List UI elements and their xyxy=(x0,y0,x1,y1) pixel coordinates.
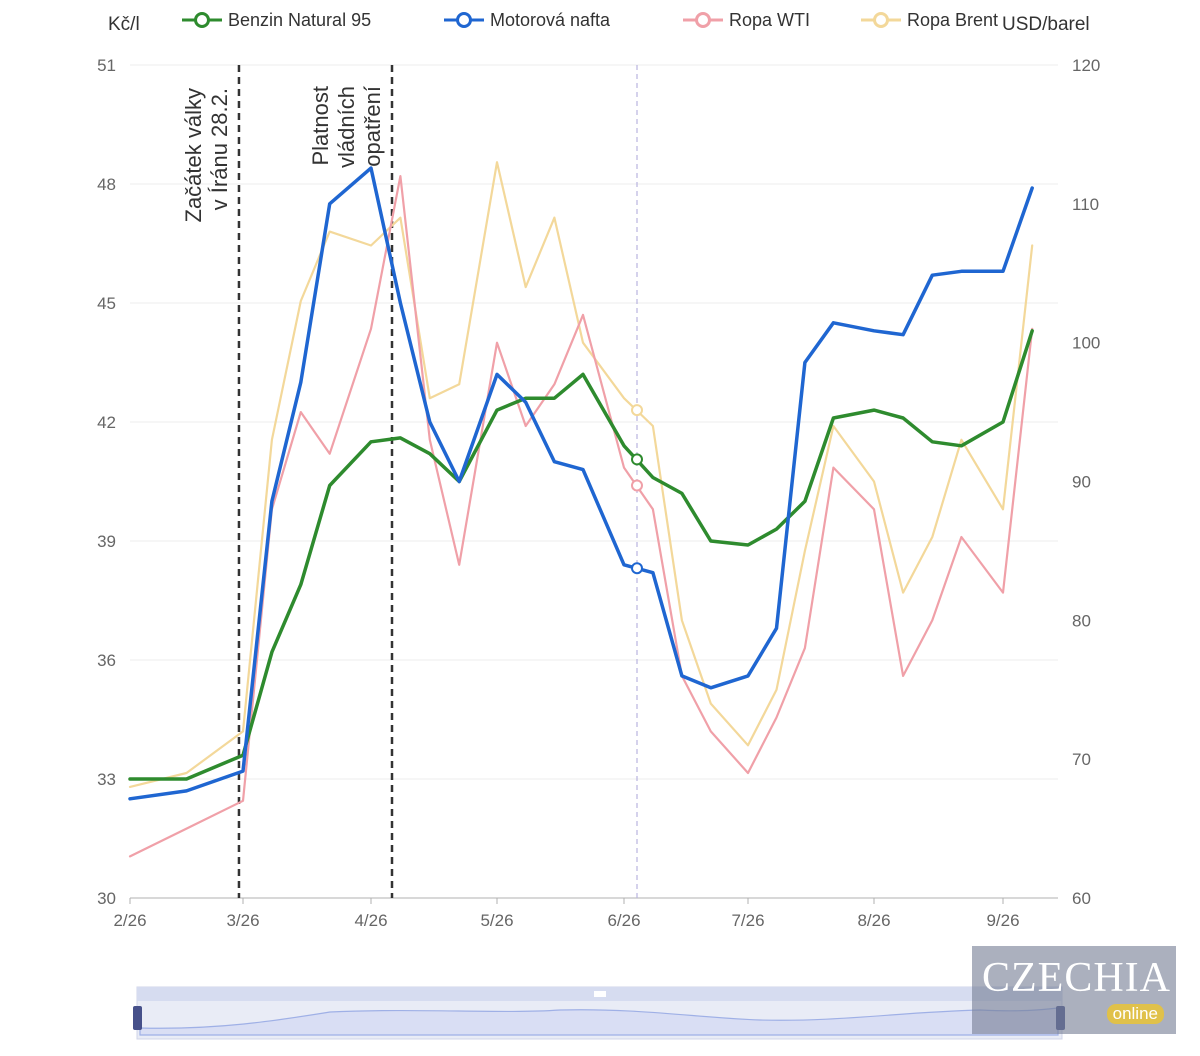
event-annotation-text: v Íránu 28.2. xyxy=(207,88,232,210)
event-annotation-text: vládních xyxy=(334,86,359,168)
left-axis-tick-label: 36 xyxy=(97,651,116,670)
event-annotation-text: Platnost xyxy=(308,86,333,166)
x-axis-tick-label: 7/26 xyxy=(731,911,764,930)
hover-marker xyxy=(631,404,643,417)
x-axis-tick-label: 6/26 xyxy=(607,911,640,930)
x-axis-tick-label: 8/26 xyxy=(857,911,890,930)
legend-label: Benzin Natural 95 xyxy=(228,10,371,30)
legend-item[interactable]: Ropa Brent xyxy=(861,10,998,30)
hover-marker xyxy=(631,453,643,466)
legend[interactable]: Benzin Natural 95 Motorová nafta Ropa WTI R… xyxy=(182,10,998,30)
legend-marker-icon xyxy=(873,12,889,28)
x-axis-tick-label: 9/26 xyxy=(986,911,1019,930)
data-zoom-slider[interactable] xyxy=(133,986,1065,1040)
hover-marker xyxy=(631,479,643,492)
legend-label: Motorová nafta xyxy=(490,10,611,30)
series-line-4 xyxy=(128,161,1034,788)
left-axis-unit-label: Kč/l xyxy=(108,14,140,35)
czechia-online-watermark: CZECHIA online xyxy=(972,946,1176,1034)
series-line-3 xyxy=(128,175,1034,858)
legend-item[interactable]: Motorová nafta xyxy=(444,10,611,30)
event-annotations: Začátek války v Íránu 28.2. Platnost vládní… xyxy=(181,65,394,898)
right-axis-tick-label: 70 xyxy=(1072,750,1091,769)
gridlines xyxy=(130,64,1058,899)
x-axis-tick-label: 4/26 xyxy=(354,911,387,930)
right-axis-tick-label: 120 xyxy=(1072,56,1100,75)
series-layer xyxy=(128,161,1034,858)
hover-marker xyxy=(631,562,643,575)
legend-marker-icon xyxy=(456,12,472,28)
right-axis-tick-label: 90 xyxy=(1072,473,1091,492)
left-axis-tick-label: 48 xyxy=(97,175,116,194)
x-axis-tick-label: 5/26 xyxy=(480,911,513,930)
left-axis-tick-label: 33 xyxy=(97,770,116,789)
series-line-2 xyxy=(128,166,1034,801)
right-axis-unit-label: USD/barel xyxy=(1002,14,1090,35)
left-axis-tick-label: 30 xyxy=(97,889,116,908)
series-line-1 xyxy=(128,329,1034,781)
legend-item[interactable]: Benzin Natural 95 xyxy=(182,10,371,30)
watermark-tagline: online xyxy=(1106,1004,1164,1024)
right-axis-tick-label: 80 xyxy=(1072,611,1091,630)
x-axis-tick-label: 3/26 xyxy=(226,911,259,930)
left-axis-tick-label: 39 xyxy=(97,532,116,551)
left-axis-tick-label: 42 xyxy=(97,413,116,432)
x-axis-tick-label: 2/26 xyxy=(113,911,146,930)
legend-marker-icon xyxy=(695,12,711,28)
right-axis-tick-label: 100 xyxy=(1072,334,1100,353)
legend-marker-icon xyxy=(194,12,210,28)
watermark-brand: CZECHIA xyxy=(982,955,1171,1001)
right-axis-tick-label: 60 xyxy=(1072,889,1091,908)
left-axis-tick-label: 45 xyxy=(97,294,116,313)
legend-label: Ropa WTI xyxy=(729,10,810,30)
left-axis-tick-label: 51 xyxy=(97,56,116,75)
event-annotation-text: opatření xyxy=(360,86,385,167)
slider-grip-icon[interactable] xyxy=(594,991,606,997)
hover-crosshair xyxy=(631,65,643,898)
legend-label: Ropa Brent xyxy=(907,10,998,30)
slider-left-handle[interactable] xyxy=(133,1006,142,1030)
right-axis-tick-label: 110 xyxy=(1072,195,1099,214)
legend-item[interactable]: Ropa WTI xyxy=(683,10,810,30)
event-annotation-text: Začátek války xyxy=(181,88,206,223)
axes: 30 33 36 39 42 45 48 51 60 70 80 90 100 110 120 2/26 3/2… xyxy=(97,56,1100,930)
